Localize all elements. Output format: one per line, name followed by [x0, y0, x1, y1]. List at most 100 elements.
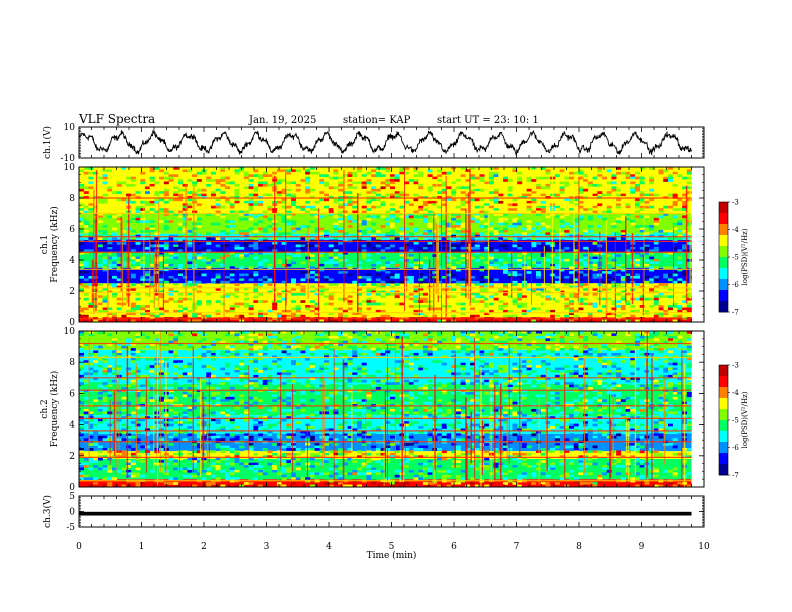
psd-cell [620, 237, 626, 240]
psd-cell [309, 186, 315, 190]
psd-cell [601, 285, 607, 289]
psd-cell [399, 259, 405, 262]
psd-cell [413, 290, 419, 294]
psd-cell [159, 283, 165, 286]
psd-cell [324, 362, 330, 366]
psd-cell [347, 300, 353, 303]
psd-cell [309, 333, 315, 337]
psd-cell [649, 297, 655, 301]
psd-cell [686, 263, 692, 267]
psd-cell [474, 292, 480, 296]
psd-cell [620, 297, 626, 301]
psd-cell [182, 333, 188, 337]
psd-cell [262, 237, 268, 240]
psd-cell [295, 335, 301, 339]
psd-cell [630, 171, 636, 175]
psd-cell [451, 188, 457, 192]
psd-cell [168, 355, 174, 359]
psd-cell [140, 254, 146, 257]
psd-cell [663, 225, 669, 228]
psd-cell [135, 307, 141, 311]
psd-cell [201, 314, 207, 318]
psd-cell [653, 246, 659, 250]
psd-cell [352, 350, 358, 354]
psd-cell [305, 181, 311, 185]
psd-cell [389, 186, 395, 190]
psd-cell [465, 348, 471, 351]
psd-cell [559, 295, 565, 299]
psd-cell [620, 268, 626, 272]
psd-cell [276, 312, 282, 316]
psd-cell [324, 307, 330, 311]
psd-cell [677, 319, 683, 323]
psd-cell [611, 297, 617, 301]
psd-cell [554, 343, 560, 346]
psd-cell [347, 222, 353, 226]
psd-cell [234, 290, 240, 294]
psd-cell [583, 229, 589, 233]
psd-cell [352, 215, 358, 219]
psd-cell [144, 290, 150, 294]
psd-cell [465, 292, 471, 296]
psd-cell [149, 200, 155, 204]
psd-cell [503, 292, 509, 296]
psd-cell [399, 193, 405, 197]
psd-cell [672, 273, 678, 277]
psd-cell [653, 278, 659, 282]
psd-cell [625, 203, 631, 207]
psd-cell [243, 213, 249, 216]
psd-cell [418, 171, 424, 175]
psd-cell [437, 333, 443, 337]
psd-cell [422, 338, 428, 342]
psd-cell [686, 275, 692, 279]
psd-cell [328, 319, 334, 323]
psd-cell [540, 290, 546, 294]
psd-cell [107, 251, 113, 255]
psd-cell [347, 200, 353, 204]
psd-cell [578, 222, 584, 226]
psd-cell [677, 362, 683, 366]
psd-cell [682, 205, 688, 209]
psd-cell [451, 181, 457, 185]
psd-cell [479, 288, 485, 291]
psd-cell [314, 295, 320, 299]
psd-cell [620, 215, 626, 219]
psd-cell [620, 263, 626, 267]
psd-cell [536, 259, 542, 262]
psd-cell [234, 227, 240, 231]
psd-cell [333, 307, 339, 311]
psd-cell [324, 271, 330, 274]
psd-cell [394, 292, 400, 296]
psd-cell [239, 278, 245, 282]
psd-cell [314, 169, 320, 173]
psd-cell [451, 297, 457, 301]
psd-cell [333, 312, 339, 316]
psd-cell [276, 285, 282, 289]
psd-cell [291, 331, 297, 334]
psd-cell [291, 203, 297, 207]
psd-cell [206, 362, 212, 366]
psd-cell [634, 273, 640, 277]
psd-cell [243, 288, 249, 291]
psd-cell [258, 345, 264, 349]
psd-cell [394, 275, 400, 279]
psd-cell [493, 355, 499, 359]
psd-cell [182, 295, 188, 299]
psd-cell [625, 191, 631, 194]
psd-cell [258, 251, 264, 255]
psd-cell [441, 275, 447, 279]
psd-cell [272, 174, 278, 177]
psd-cell [361, 256, 367, 260]
psd-cell [130, 200, 136, 204]
psd-cell [512, 335, 518, 339]
psd-cell [493, 275, 499, 279]
psd-cell [413, 242, 419, 245]
psd-cell [686, 352, 692, 356]
psd-cell [253, 288, 259, 291]
psd-cell [111, 352, 117, 356]
psd-cell [682, 251, 688, 255]
psd-cell [427, 186, 433, 190]
psd-cell [286, 193, 292, 197]
psd-cell [102, 314, 108, 318]
psd-cell [234, 188, 240, 192]
